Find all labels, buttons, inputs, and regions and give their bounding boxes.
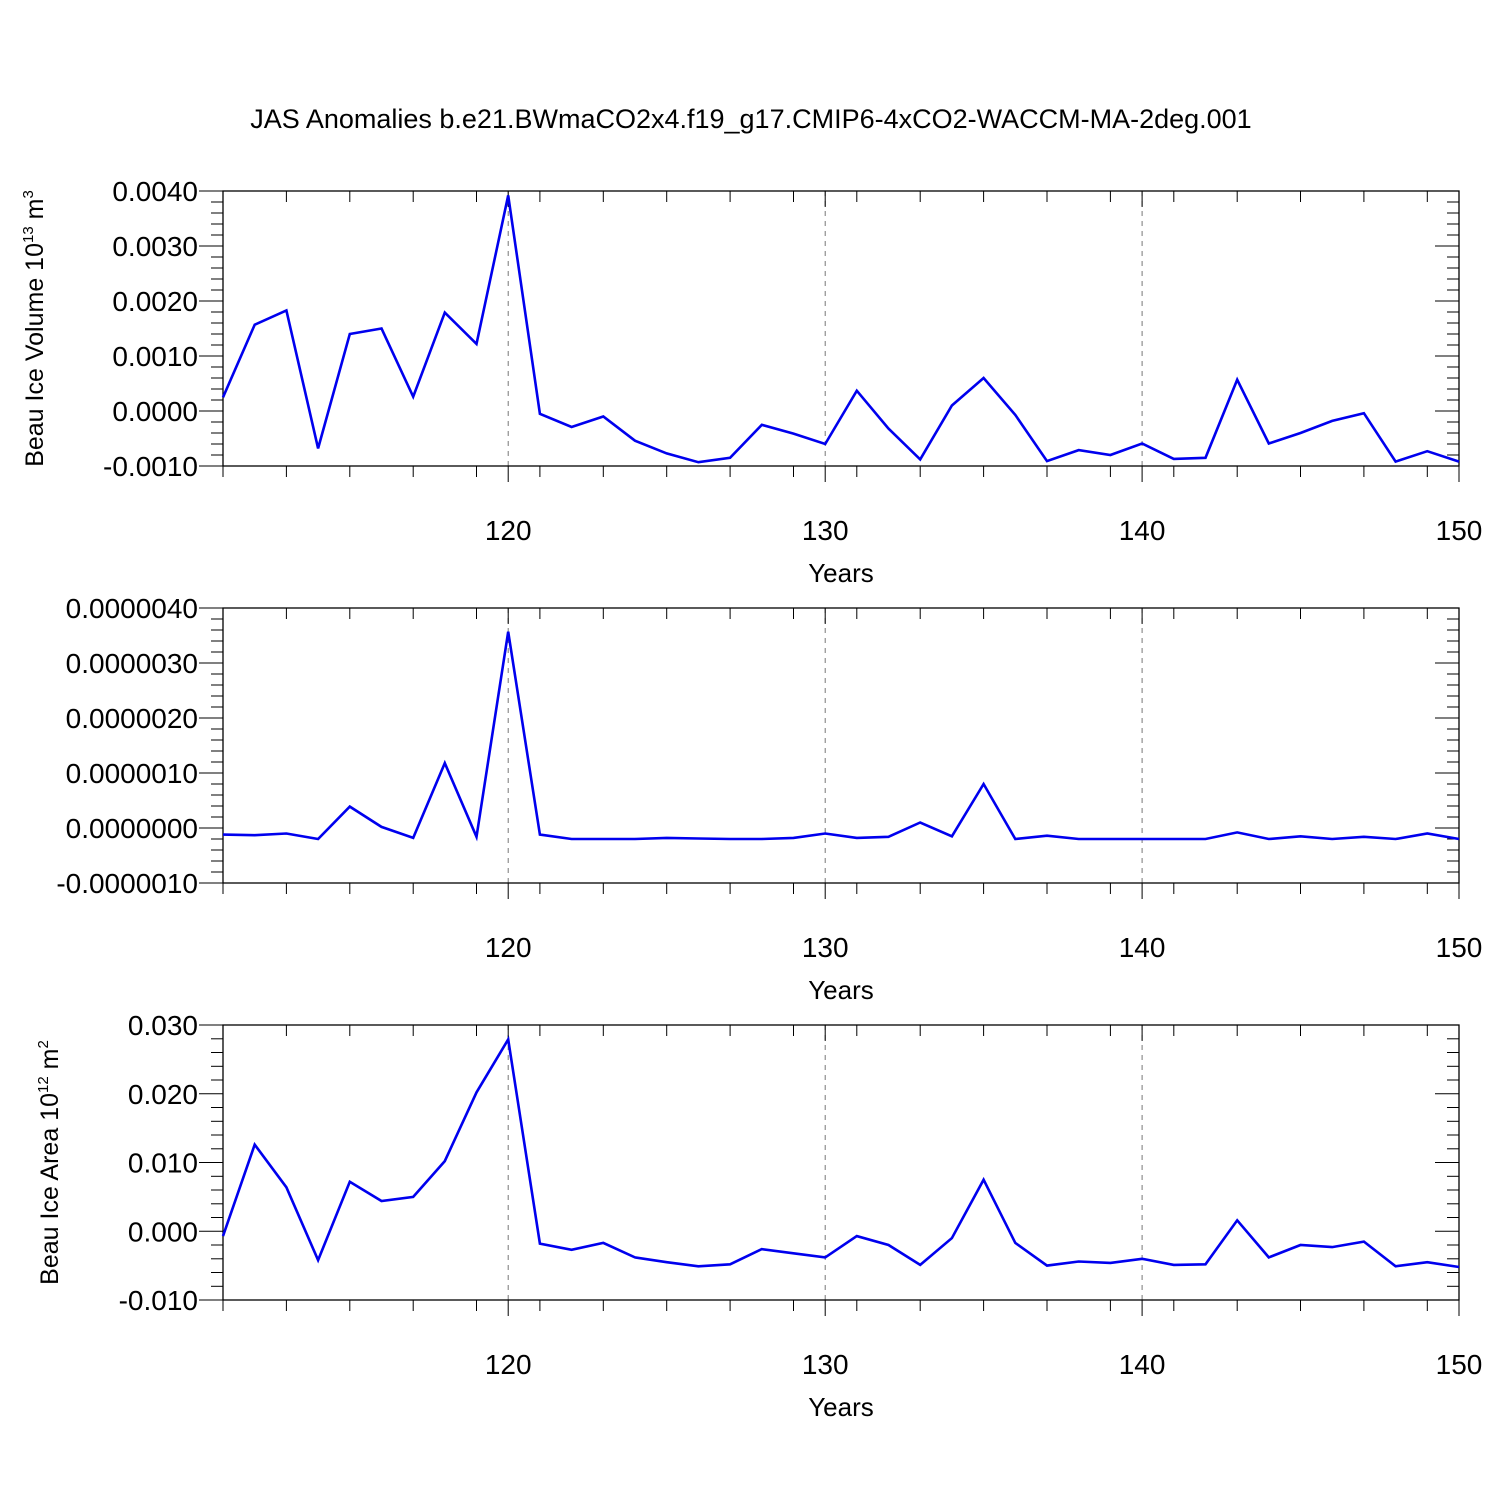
y-tick-label: 0.0030 xyxy=(112,231,198,262)
x-tick-label: 150 xyxy=(1436,932,1483,963)
y-tick-label: -0.010 xyxy=(119,1285,198,1316)
y-axis-label: Beau Ice Area 1012 m2 xyxy=(35,1040,64,1285)
series-line-0 xyxy=(221,1035,1460,1269)
y-tick-label: 0.030 xyxy=(128,1010,198,1041)
y-tick-label: 0.020 xyxy=(128,1079,198,1110)
x-tick-label: 140 xyxy=(1119,1349,1166,1380)
y-tick-label: 0.0000 xyxy=(112,396,198,427)
x-tick-label: 150 xyxy=(1436,1349,1483,1380)
x-tick-label: 120 xyxy=(485,1349,532,1380)
y-tick-label: 0.010 xyxy=(128,1148,198,1179)
y-axis-label-unit: m xyxy=(21,199,49,227)
y-tick-label: 0.0000000 xyxy=(66,813,198,844)
panel-ice-volume: -0.0010 0.0000 0.0010 0.0020 0.0030 0.0040 120… xyxy=(20,176,1482,588)
y-axis-label-exponent: 12 xyxy=(35,1076,52,1093)
plot-frame xyxy=(222,607,1460,884)
x-axis-label: Years xyxy=(808,558,874,588)
series-line-0 xyxy=(221,195,1460,464)
x-tick-label: 120 xyxy=(485,932,532,963)
series-line-0 xyxy=(222,631,1460,842)
x-tick-label: 130 xyxy=(802,932,849,963)
x-tick-label: 150 xyxy=(1436,515,1483,546)
y-axis-label-text: Beau Ice Volume 10 xyxy=(21,243,49,467)
x-tick-label: 130 xyxy=(802,515,849,546)
x-tick-label: 130 xyxy=(802,1349,849,1380)
x-axis-label: Years xyxy=(808,1392,874,1422)
panel-middle: -0.0000010 0.0000000 0.0000010 0.0000020 0.0… xyxy=(56,593,1482,1005)
y-tick-label: -0.0000010 xyxy=(56,868,198,899)
y-axis-label-text: Beau Ice Area 10 xyxy=(36,1093,64,1285)
y-tick-label: 0.000 xyxy=(128,1216,198,1247)
y-tick-label: 0.0010 xyxy=(112,341,198,372)
x-tick-label: 140 xyxy=(1119,932,1166,963)
y-tick-label: 0.0040 xyxy=(112,176,198,207)
y-tick-label: 0.0020 xyxy=(112,286,198,317)
y-axis-label-unit-exponent: 2 xyxy=(35,1040,52,1048)
y-tick-label: 0.0000010 xyxy=(66,758,198,789)
x-tick-label: 140 xyxy=(1119,515,1166,546)
y-tick-label: -0.0010 xyxy=(103,451,198,482)
x-axis-label: Years xyxy=(808,975,874,1005)
y-tick-label: 0.0000040 xyxy=(66,593,198,624)
y-axis-label-exponent: 13 xyxy=(20,226,37,243)
y-tick-label: 0.0000030 xyxy=(66,648,198,679)
y-axis-label-unit: m xyxy=(36,1049,64,1077)
plot-frame xyxy=(222,190,1460,467)
x-tick-label: 120 xyxy=(485,515,532,546)
y-tick-label: 0.0000020 xyxy=(66,703,198,734)
y-axis-label: Beau Ice Volume 1013 m3 xyxy=(20,190,49,467)
panel-ice-area: -0.010 0.000 0.010 0.020 0.030 120 130 140 150 Ye… xyxy=(35,1010,1482,1422)
figure-title: JAS Anomalies b.e21.BWmaCO2x4.f19_g17.CM… xyxy=(250,104,1251,134)
y-axis-label-unit-exponent: 3 xyxy=(20,190,37,198)
